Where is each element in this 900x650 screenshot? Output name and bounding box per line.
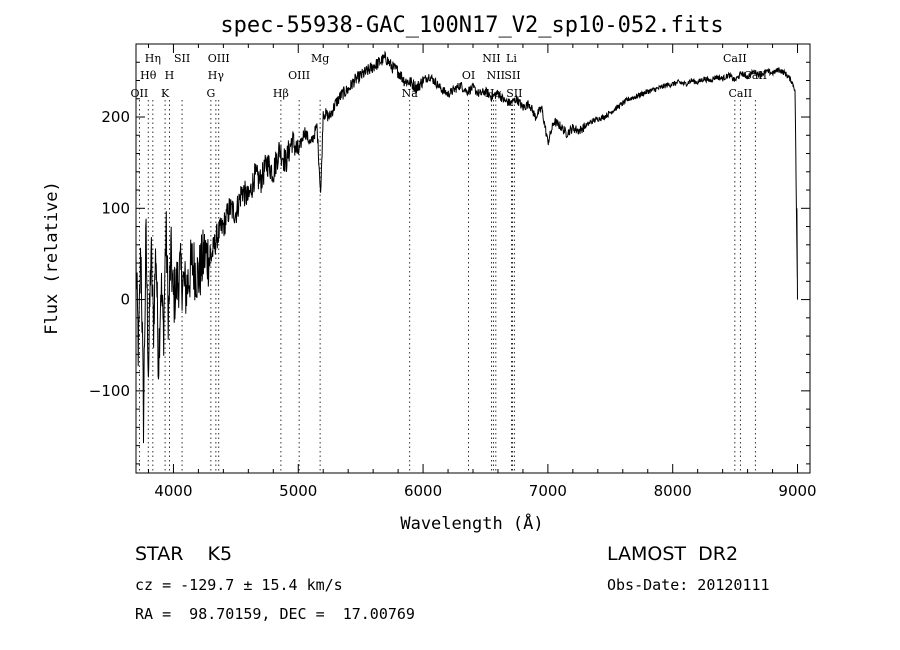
line-label-12: NII <box>487 69 505 82</box>
x-tick-label-5: 9000 <box>778 482 816 500</box>
x-tick-label-0: 4000 <box>154 482 192 500</box>
line-label-7: Hθ <box>140 69 157 82</box>
y-tick-label-3: 200 <box>101 108 130 126</box>
spectrum-series-line <box>135 50 798 444</box>
line-label-13: SII <box>504 69 520 82</box>
line-label-3: Mg <box>311 52 329 65</box>
line-label-2: OIII <box>208 52 230 65</box>
line-label-4: NII <box>482 52 500 65</box>
x-tick-label-2: 6000 <box>404 482 442 500</box>
line-label-8: H <box>165 69 175 82</box>
survey-name: LAMOST DR2 <box>607 543 738 565</box>
x-axis-ticks: 4000 5000 6000 7000 8000 9000 <box>147 44 817 500</box>
obs-date: Obs-Date: 20120111 <box>607 576 770 594</box>
y-tick-label-0: −100 <box>89 382 130 400</box>
line-label-22: CaII <box>729 87 753 100</box>
object-class: STAR K5 <box>135 543 232 565</box>
x-tick-label-4: 8000 <box>654 482 692 500</box>
ra-dec: RA = 98.70159, DEC = 17.00769 <box>135 605 415 623</box>
line-label-18: Hβ <box>273 87 289 100</box>
x-tick-label-3: 7000 <box>529 482 567 500</box>
y-axis-label: Flux (relative) <box>42 181 62 335</box>
y-tick-label-2: 100 <box>101 199 130 217</box>
line-label-20: Hα <box>485 87 503 100</box>
y-tick-label-1: 0 <box>120 291 130 309</box>
x-tick-label-1: 5000 <box>279 482 317 500</box>
line-label-0: Hη <box>145 52 161 65</box>
line-label-17: G <box>206 87 215 100</box>
chart-title: spec-55938-GAC_100N17_V2_sp10-052.fits <box>220 13 723 38</box>
plot-frame <box>135 43 811 474</box>
line-label-15: OII <box>131 87 149 100</box>
line-label-1: SII <box>174 52 190 65</box>
line-label-16: K <box>161 87 170 100</box>
line-label-5: Li <box>506 52 517 65</box>
y-axis-ticks: −100 0 100 200 <box>89 43 810 465</box>
line-label-9: Hγ <box>208 69 225 82</box>
line-label-6: CaII <box>723 52 747 65</box>
x-axis-label: Wavelength (Å) <box>400 512 543 534</box>
line-markers <box>138 100 756 473</box>
line-label-11: OI <box>462 69 475 82</box>
line-label-10: OIII <box>288 69 310 82</box>
redshift-cz: cz = -129.7 ± 15.4 km/s <box>135 576 343 594</box>
